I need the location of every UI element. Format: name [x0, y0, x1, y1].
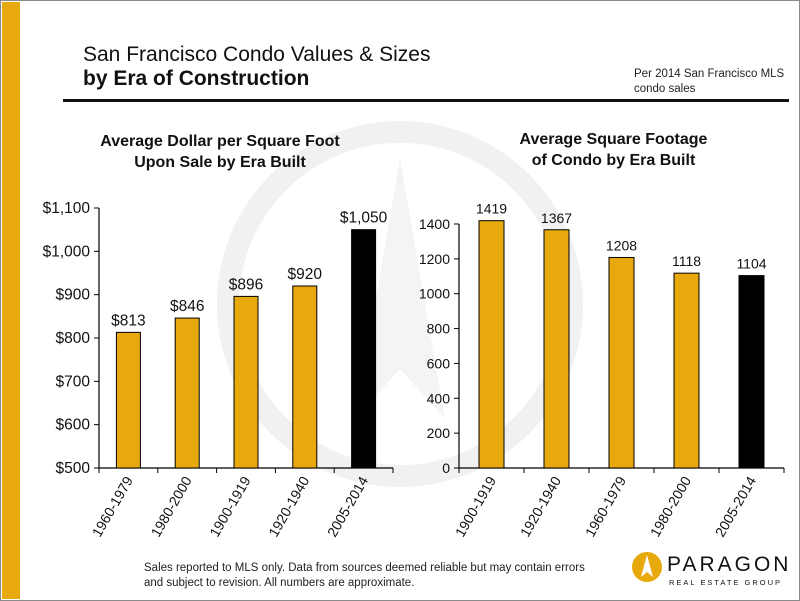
accent-bar	[2, 2, 20, 599]
logo-name: PARAGON	[667, 553, 792, 576]
size-x-tick-label: 2005-2014	[712, 473, 759, 539]
paragon-watermark-icon	[217, 121, 583, 487]
size-bar	[478, 220, 505, 469]
size-y-tick-label: 1200	[419, 251, 450, 267]
page-title: San Francisco Condo Values & Sizes	[83, 43, 431, 66]
price-y-tick-label: $500	[56, 460, 91, 477]
size-x-tick-label: 1960-1979	[582, 473, 629, 539]
size-x-tick-label: 1980-2000	[647, 473, 694, 539]
size-data-label: 1419	[476, 201, 507, 217]
price-y-tick-label: $1,100	[43, 200, 91, 217]
size-data-label: 1367	[541, 210, 572, 226]
price-y-tick-label: $900	[56, 287, 91, 304]
chart-size-title: Average Square Footage of Condo by Era B…	[471, 129, 756, 171]
price-y-tick-label: $600	[56, 417, 91, 434]
size-bar	[543, 229, 570, 469]
size-y-tick-label: 400	[427, 390, 451, 406]
paragon-logo: PARAGON REAL ESTATE GROUP	[631, 551, 791, 591]
size-bar	[673, 272, 700, 469]
size-x-tick-label: 1920-1940	[517, 473, 564, 539]
size-y-tick-label: 1000	[419, 286, 450, 302]
size-y-tick-label: 1400	[419, 216, 450, 232]
price-bar	[233, 295, 259, 469]
size-data-label: 1104	[736, 256, 766, 272]
price-bar	[115, 331, 141, 469]
price-bar	[292, 285, 318, 469]
price-data-label: $1,050	[340, 210, 388, 227]
chart-price-title-line1: Average Dollar per Square Foot	[100, 133, 340, 150]
page-subtitle: by Era of Construction	[83, 67, 310, 90]
price-bar	[351, 229, 377, 469]
price-y-tick-label: $700	[56, 373, 91, 390]
chart-size-title-line2: of Condo by Era Built	[531, 152, 696, 169]
footer-disclaimer: Sales reported to MLS only. Data from so…	[144, 562, 585, 589]
price-data-label: $813	[111, 312, 145, 329]
chart-price-title: Average Dollar per Square Foot Upon Sale…	[61, 131, 379, 173]
size-y-tick-label: 800	[427, 321, 451, 337]
chart-price-title-line2: Upon Sale by Era Built	[134, 154, 306, 171]
size-y-tick-label: 600	[427, 355, 451, 371]
size-y-tick-label: 0	[442, 460, 450, 476]
price-data-label: $920	[288, 266, 323, 283]
size-x-tick-label: 1900-1919	[452, 473, 499, 539]
size-data-label: 1208	[606, 237, 637, 253]
price-data-label: $846	[170, 298, 204, 315]
title-divider	[63, 99, 789, 102]
price-y-tick-label: $1,000	[43, 243, 91, 260]
source-note: Per 2014 San Francisco MLS condo sales	[634, 68, 785, 95]
size-bar	[738, 275, 765, 469]
chart-size-title-line1: Average Square Footage	[519, 131, 708, 148]
price-y-tick-label: $800	[56, 330, 91, 347]
size-data-label: 1118	[672, 253, 701, 269]
price-bar	[174, 317, 200, 469]
paragon-logo-icon	[632, 552, 662, 582]
size-bar	[608, 256, 635, 469]
logo-subtitle: REAL ESTATE GROUP	[669, 578, 783, 587]
price-data-label: $896	[229, 276, 263, 293]
size-y-tick-label: 200	[427, 425, 451, 441]
